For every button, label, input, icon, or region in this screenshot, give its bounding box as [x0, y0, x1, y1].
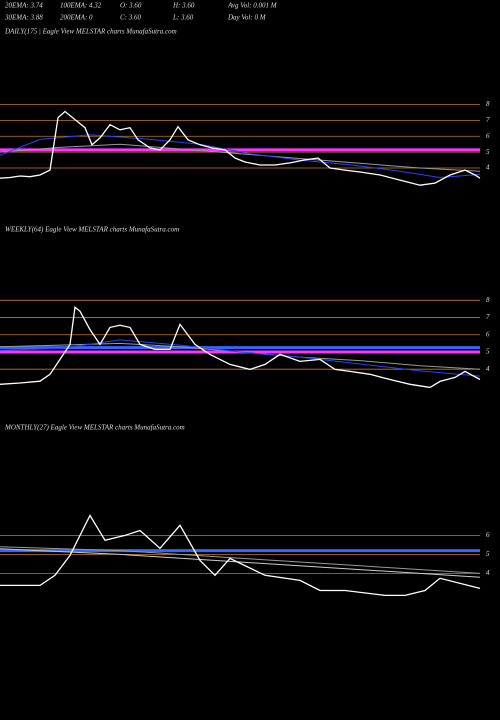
header-stat: H: 3.60 [172, 2, 195, 10]
series-line [0, 110, 481, 186]
panel-title: DAILY(175 | Eagle View MELSTAR charts Mu… [4, 28, 177, 36]
series-line [0, 514, 481, 597]
header-stat: Avg Vol: 0.001 M [227, 2, 278, 10]
y-tick-label: 5 [486, 148, 490, 156]
header-stat: O: 3.60 [120, 2, 142, 10]
y-tick-label: 5 [486, 550, 490, 558]
y-tick-label: 7 [486, 116, 490, 124]
y-tick-label: 5 [486, 348, 490, 356]
y-tick-label: 8 [486, 296, 490, 304]
header-stat: 100EMA: 4.32 [60, 2, 102, 10]
header-stat: 30EMA: 3.88 [4, 14, 43, 22]
header-stat: C: 3.60 [120, 14, 142, 22]
header-stat: 20EMA: 3.74 [5, 2, 43, 10]
series-line [0, 305, 481, 389]
panel-title: MONTHLY(27) Eagle View MELSTAR charts Mu… [4, 424, 185, 432]
y-tick-label: 8 [486, 100, 490, 108]
series-line [0, 546, 481, 574]
series-line [0, 548, 481, 578]
panel-title: WEEKLY(64) Eagle View MELSTAR charts Mun… [5, 226, 179, 234]
y-tick-label: 6 [486, 330, 490, 338]
y-tick-label: 4 [486, 569, 490, 577]
y-tick-label: 6 [486, 531, 490, 539]
series-line [0, 143, 481, 172]
y-tick-label: 6 [486, 132, 490, 140]
y-tick-label: 7 [486, 313, 490, 321]
header-stat: Day Vol: 0 M [227, 14, 267, 22]
header-stat: 200EMA: 0 [60, 14, 93, 22]
y-tick-label: 4 [486, 365, 490, 373]
y-tick-label: 4 [486, 164, 490, 172]
series-line [0, 339, 481, 377]
header-stat: L: 3.60 [172, 14, 194, 22]
series-line [0, 134, 481, 179]
